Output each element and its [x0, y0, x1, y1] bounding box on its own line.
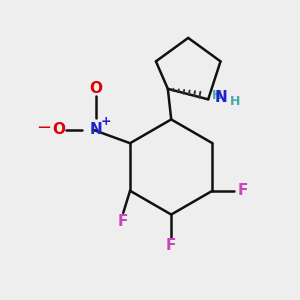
Text: F: F — [238, 183, 248, 198]
Text: N: N — [215, 90, 228, 105]
Text: +: + — [101, 115, 112, 128]
Text: −: − — [36, 119, 51, 137]
Text: O: O — [52, 122, 65, 137]
Text: H: H — [212, 89, 222, 102]
Text: O: O — [90, 81, 103, 96]
Text: N: N — [90, 122, 103, 137]
Text: F: F — [166, 238, 176, 253]
Text: F: F — [118, 214, 128, 229]
Text: H: H — [230, 94, 241, 108]
